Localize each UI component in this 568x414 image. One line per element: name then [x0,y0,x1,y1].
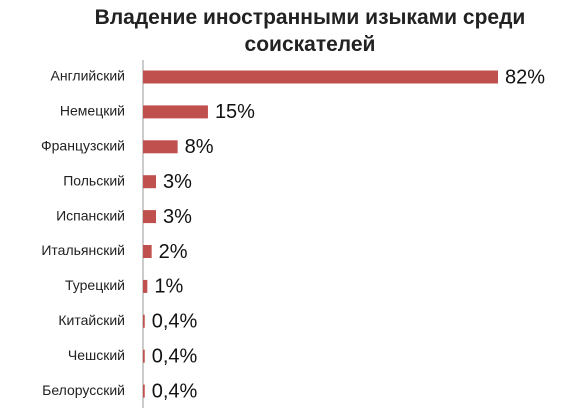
y-tick-label: Итальянский [41,242,125,258]
bar [143,349,145,363]
value-label: 3% [163,206,192,228]
value-label: 2% [159,241,188,263]
y-tick-label: Немецкий [60,103,125,119]
bar [143,210,156,224]
y-tick-label: Турецкий [65,277,125,293]
y-tick-label: Белорусский [42,382,125,398]
value-label: 0,4% [152,345,198,367]
bar [143,70,498,84]
value-label: 0,4% [152,380,198,402]
value-label: 3% [163,171,192,193]
y-tick-label: Французский [41,138,125,154]
bar [143,384,145,398]
value-label: 1% [154,276,183,298]
y-tick-label: Польский [63,172,125,188]
bar [143,279,148,293]
y-tick-label: Английский [51,68,125,84]
y-tick-label: Испанский [56,207,125,223]
value-label: 8% [185,136,214,158]
bar [143,314,145,328]
value-label: 82% [505,66,545,88]
value-label: 15% [215,101,255,123]
bar [143,105,208,119]
bar [143,245,152,258]
value-label: 0,4% [152,311,198,333]
bar [143,140,178,154]
y-tick-label: Чешский [68,347,125,363]
chart-title: Владение иностранными изыками среди соис… [94,6,526,56]
bar [143,175,156,189]
y-tick-label: Китайский [58,312,125,328]
